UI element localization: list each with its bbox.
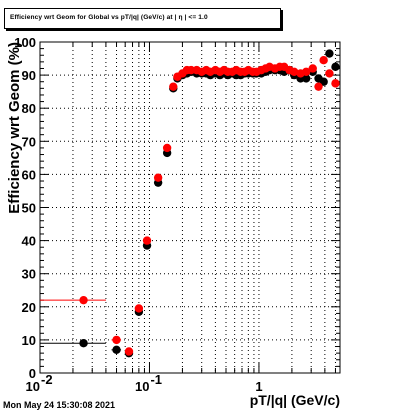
y-tick-label: 50 — [22, 201, 36, 216]
data-point — [112, 335, 121, 345]
data-point — [325, 49, 334, 58]
x-axis-title: pT/|q| (GeV/c) — [250, 392, 340, 408]
y-tick-label: 20 — [22, 300, 36, 315]
data-points — [40, 49, 340, 358]
timestamp: Mon May 24 15:30:08 2021 — [3, 400, 116, 410]
y-tick-label: 10 — [22, 333, 36, 348]
x-tick-label: 10 — [135, 379, 149, 394]
y-tick-label: 90 — [22, 68, 36, 83]
data-point — [331, 79, 340, 88]
x-tick-label: 1 — [255, 379, 262, 394]
data-point — [79, 295, 88, 305]
x-tick-label: 10 — [26, 379, 40, 394]
y-tick-label: 100 — [14, 35, 36, 50]
y-tick-label: 40 — [22, 234, 36, 249]
data-point — [290, 67, 299, 76]
data-point — [301, 74, 311, 83]
data-point — [79, 339, 88, 348]
x-tick-label-exponent: -2 — [41, 372, 53, 387]
data-point — [153, 173, 163, 182]
data-point — [124, 347, 134, 356]
data-point — [314, 82, 323, 91]
y-axis-title: Efficiency wrt Geom (%) — [6, 42, 23, 214]
data-point — [142, 236, 152, 245]
y-tick-label: 80 — [22, 101, 36, 116]
plot-title: Efficiency wrt Geom for Global vs pT/|q|… — [10, 14, 208, 21]
data-point — [325, 69, 334, 78]
y-tick-label: 70 — [22, 134, 36, 149]
x-tick-label-exponent: -1 — [150, 372, 162, 387]
data-point — [134, 304, 144, 313]
data-point — [169, 82, 178, 91]
data-point — [301, 67, 311, 76]
y-tick-label: 60 — [22, 167, 36, 182]
data-point — [162, 143, 172, 153]
data-point — [331, 62, 340, 72]
plot-title-box: Efficiency wrt Geom for Global vs pT/|q|… — [4, 8, 281, 29]
y-tick-label: 30 — [22, 267, 36, 282]
data-point — [308, 64, 317, 73]
axes — [39, 41, 341, 374]
y-tick-label: 0 — [29, 366, 36, 381]
grid-lines — [40, 42, 340, 373]
data-point — [319, 56, 328, 65]
data-point — [112, 345, 121, 355]
